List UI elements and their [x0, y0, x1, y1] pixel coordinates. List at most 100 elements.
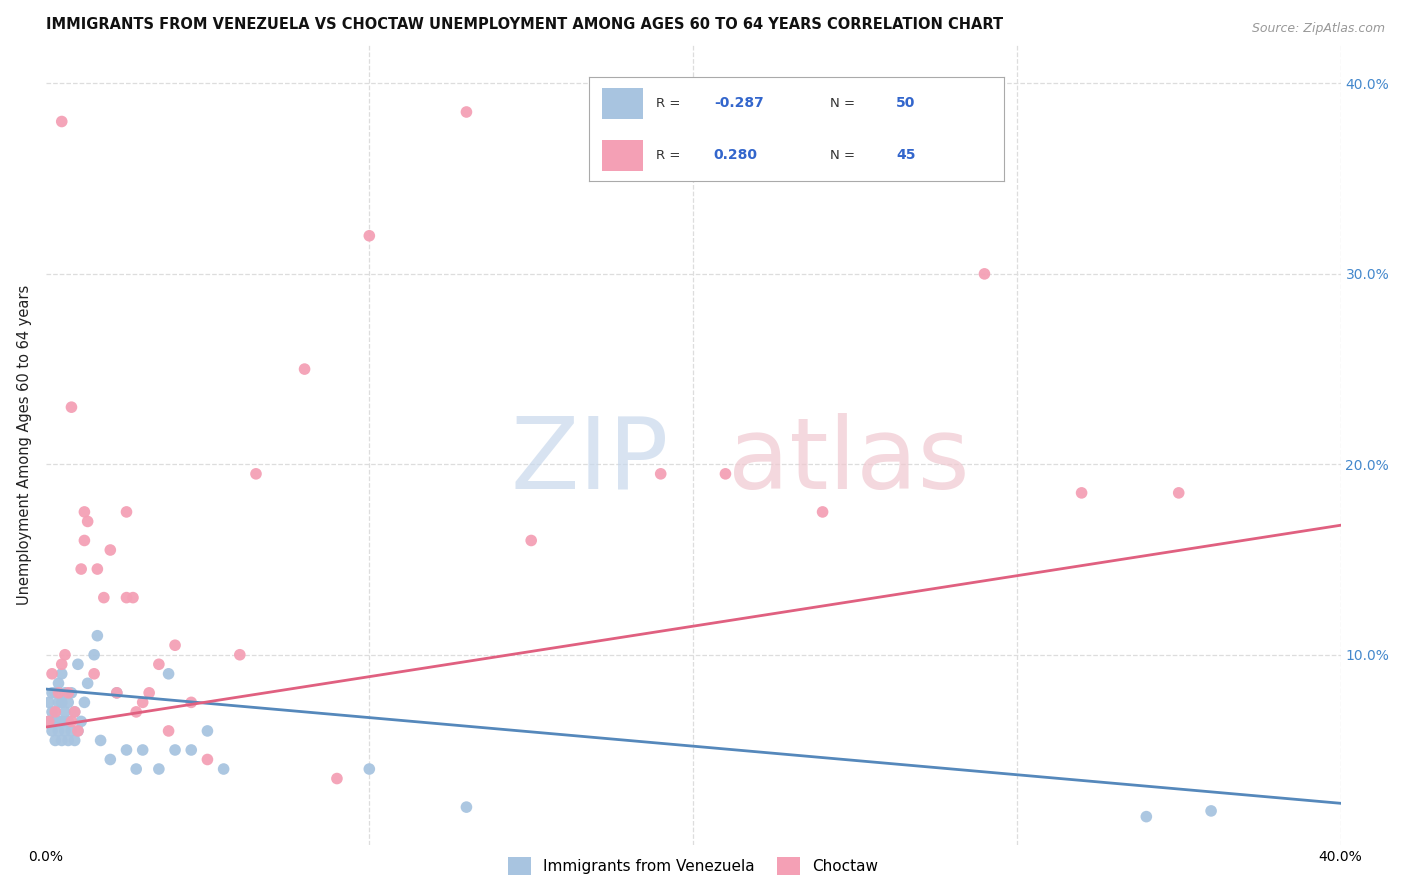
Point — [66, 657, 89, 672]
Point — [53, 705, 76, 719]
Point — [44, 733, 66, 747]
Point — [180, 695, 202, 709]
Point — [1167, 486, 1189, 500]
Point — [51, 114, 73, 128]
Point — [93, 591, 115, 605]
Point — [44, 705, 66, 719]
Point — [520, 533, 543, 548]
Point — [197, 752, 219, 766]
Point — [212, 762, 235, 776]
Point — [650, 467, 672, 481]
Point — [122, 591, 145, 605]
Point — [98, 752, 121, 766]
Point — [48, 723, 70, 738]
Point — [90, 733, 112, 747]
Point — [125, 705, 148, 719]
Point — [48, 695, 70, 709]
Point — [1135, 810, 1157, 824]
Point — [58, 733, 80, 747]
Point — [70, 562, 93, 576]
Point — [148, 657, 170, 672]
Point — [148, 762, 170, 776]
Point — [60, 723, 83, 738]
Text: atlas: atlas — [728, 413, 969, 509]
Point — [180, 743, 202, 757]
Point — [973, 267, 995, 281]
Point — [60, 714, 83, 729]
Y-axis label: Unemployment Among Ages 60 to 64 years: Unemployment Among Ages 60 to 64 years — [17, 285, 32, 606]
Point — [98, 543, 121, 558]
Point — [44, 705, 66, 719]
Point — [38, 714, 60, 729]
Point — [294, 362, 316, 376]
Point — [63, 705, 86, 719]
Point — [44, 686, 66, 700]
Point — [41, 723, 63, 738]
Point — [359, 228, 381, 243]
Point — [60, 686, 83, 700]
Point — [60, 400, 83, 414]
Point — [51, 714, 73, 729]
Point — [86, 562, 108, 576]
Point — [58, 686, 80, 700]
Point — [86, 629, 108, 643]
Text: IMMIGRANTS FROM VENEZUELA VS CHOCTAW UNEMPLOYMENT AMONG AGES 60 TO 64 YEARS CORR: IMMIGRANTS FROM VENEZUELA VS CHOCTAW UNE… — [45, 17, 1002, 32]
Point — [44, 714, 66, 729]
Point — [1070, 486, 1092, 500]
Point — [70, 714, 93, 729]
Point — [165, 638, 187, 652]
Point — [456, 800, 478, 814]
Legend: Immigrants from Venezuela, Choctaw: Immigrants from Venezuela, Choctaw — [502, 851, 884, 881]
Point — [105, 686, 128, 700]
Point — [811, 505, 834, 519]
Point — [53, 723, 76, 738]
Point — [83, 648, 105, 662]
Point — [66, 723, 89, 738]
Point — [165, 743, 187, 757]
Point — [73, 505, 96, 519]
Point — [138, 686, 160, 700]
Text: Source: ZipAtlas.com: Source: ZipAtlas.com — [1251, 22, 1385, 36]
Point — [38, 695, 60, 709]
Point — [456, 105, 478, 120]
Point — [326, 772, 349, 786]
Point — [131, 743, 153, 757]
Point — [1199, 804, 1222, 818]
Point — [73, 533, 96, 548]
Point — [41, 666, 63, 681]
Point — [48, 714, 70, 729]
Text: ZIP: ZIP — [510, 413, 669, 509]
Point — [48, 676, 70, 690]
Point — [38, 714, 60, 729]
Point — [245, 467, 267, 481]
Point — [51, 657, 73, 672]
Point — [51, 695, 73, 709]
Point — [76, 676, 98, 690]
Point — [51, 666, 73, 681]
Point — [115, 505, 138, 519]
Point — [63, 733, 86, 747]
Point — [359, 762, 381, 776]
Point — [63, 705, 86, 719]
Point — [76, 515, 98, 529]
Point — [58, 695, 80, 709]
Point — [41, 705, 63, 719]
Point — [53, 648, 76, 662]
Point — [53, 686, 76, 700]
Point — [66, 723, 89, 738]
Point — [131, 695, 153, 709]
Point — [197, 723, 219, 738]
Point — [714, 467, 737, 481]
Point — [115, 591, 138, 605]
Point — [157, 723, 180, 738]
Point — [58, 714, 80, 729]
Point — [229, 648, 252, 662]
Point — [125, 762, 148, 776]
Point — [115, 743, 138, 757]
Point — [105, 686, 128, 700]
Point — [83, 666, 105, 681]
Point — [48, 686, 70, 700]
Point — [41, 686, 63, 700]
Point — [157, 666, 180, 681]
Point — [51, 733, 73, 747]
